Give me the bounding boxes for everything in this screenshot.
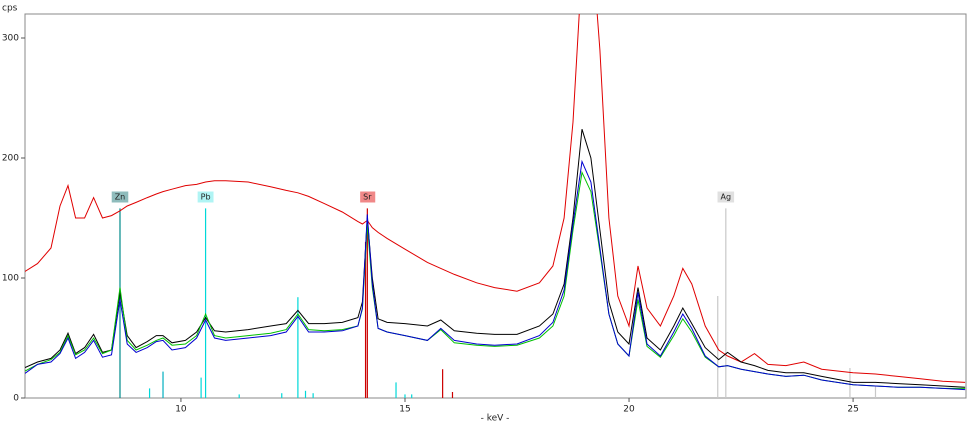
x-axis-label: - keV - xyxy=(481,414,510,424)
x-tick-label: 20 xyxy=(623,405,635,415)
element-label: Pb xyxy=(201,193,211,202)
element-label: Sr xyxy=(363,193,372,202)
y-tick-label: 200 xyxy=(2,154,19,164)
y-axis-label: cps xyxy=(2,4,18,14)
plot-layer xyxy=(25,14,966,398)
element-label-bg xyxy=(111,191,129,203)
element-label-bg xyxy=(717,191,735,203)
element-label: Ag xyxy=(721,193,732,202)
element-label-bg xyxy=(197,191,214,203)
x-tick-label: 10 xyxy=(175,405,187,415)
spectrum-line xyxy=(25,14,966,383)
spectrum-line xyxy=(25,159,966,391)
x-tick-label: 15 xyxy=(399,405,410,415)
y-tick-label: 300 xyxy=(2,34,19,44)
spectrum-line xyxy=(25,129,966,388)
element-label: Zn xyxy=(115,193,126,202)
y-tick-label: 100 xyxy=(2,274,19,284)
x-tick-label: 25 xyxy=(847,405,858,415)
element-label-bg xyxy=(360,191,376,203)
y-tick-label: 0 xyxy=(13,394,19,404)
